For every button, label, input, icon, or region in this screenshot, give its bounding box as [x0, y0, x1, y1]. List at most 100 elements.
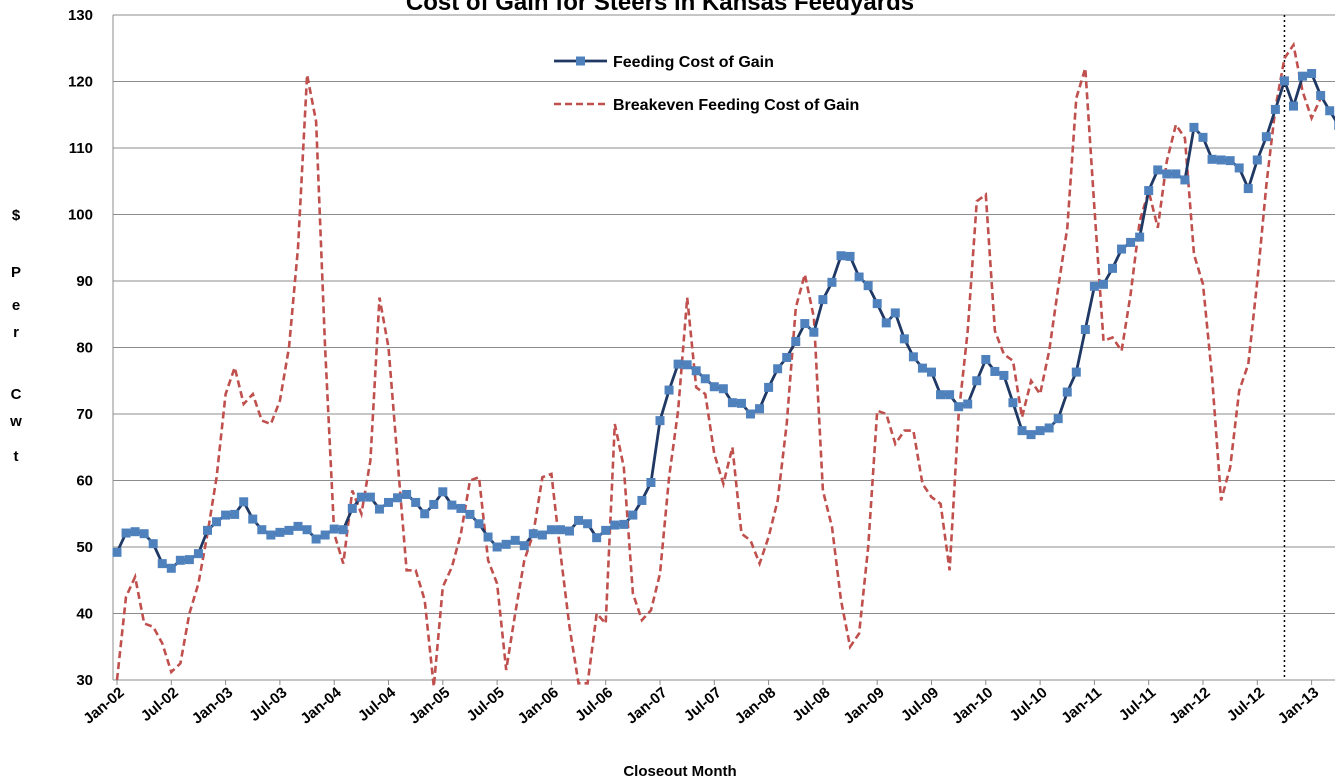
- data-point-feeding-cost-of-gain: [818, 295, 828, 305]
- data-point-feeding-cost-of-gain: [329, 524, 339, 534]
- y-tick-label: 110: [69, 140, 93, 157]
- x-tick-label: Jul-02: [138, 684, 182, 725]
- data-point-feeding-cost-of-gain: [239, 497, 249, 507]
- data-point-feeding-cost-of-gain: [184, 555, 194, 565]
- y-tick-label: 70: [76, 406, 93, 423]
- data-point-feeding-cost-of-gain: [746, 409, 755, 419]
- data-point-feeding-cost-of-gain: [474, 519, 484, 529]
- x-tick-label: Jul-09: [898, 684, 942, 725]
- x-tick-label: Jan-10: [949, 684, 996, 728]
- y-tick-label: 50: [76, 539, 93, 556]
- y-tick-label: 80: [76, 340, 93, 357]
- chart-title: Cost of Gain for Steers in Kansas Feedya…: [406, 0, 914, 16]
- data-point-feeding-cost-of-gain: [465, 509, 475, 519]
- data-point-feeding-cost-of-gain: [420, 509, 430, 519]
- data-point-feeding-cost-of-gain: [121, 528, 131, 538]
- x-tick-label: Jan-05: [406, 684, 453, 728]
- data-point-feeding-cost-of-gain: [483, 532, 493, 542]
- data-point-feeding-cost-of-gain: [1261, 132, 1271, 142]
- y-tick-label: 40: [76, 606, 93, 623]
- data-point-feeding-cost-of-gain: [565, 526, 574, 536]
- data-point-feeding-cost-of-gain: [528, 529, 538, 539]
- data-point-feeding-cost-of-gain: [682, 360, 692, 370]
- data-point-feeding-cost-of-gain: [555, 525, 565, 535]
- data-point-feeding-cost-of-gain: [782, 352, 792, 362]
- x-tick-label: Jul-03: [246, 684, 290, 725]
- y-axis-title-letter: e: [12, 297, 20, 314]
- data-point-feeding-cost-of-gain: [1071, 367, 1081, 377]
- data-point-feeding-cost-of-gain: [700, 374, 710, 384]
- data-point-feeding-cost-of-gain: [927, 367, 936, 377]
- x-tick-label: Jul-12: [1224, 684, 1268, 725]
- data-point-feeding-cost-of-gain: [320, 530, 330, 540]
- x-tick-label: Jul-08: [789, 684, 833, 725]
- data-point-feeding-cost-of-gain: [764, 382, 774, 392]
- data-point-feeding-cost-of-gain: [1307, 69, 1317, 79]
- data-point-feeding-cost-of-gain: [1207, 154, 1217, 164]
- series-line-breakeven-feeding-cost-of-gain: [115, 41, 1322, 687]
- data-point-feeding-cost-of-gain: [139, 529, 149, 539]
- data-point-feeding-cost-of-gain: [130, 527, 140, 537]
- data-point-feeding-cost-of-gain: [899, 334, 909, 344]
- data-point-feeding-cost-of-gain: [583, 519, 593, 529]
- data-point-feeding-cost-of-gain: [592, 533, 602, 543]
- x-axis-title: Closeout Month: [623, 763, 736, 780]
- data-point-feeding-cost-of-gain: [1180, 175, 1190, 185]
- data-point-feeding-cost-of-gain: [981, 354, 991, 364]
- data-point-feeding-cost-of-gain: [863, 281, 873, 291]
- y-axis-title-letter: t: [14, 448, 19, 465]
- data-point-feeding-cost-of-gain: [275, 527, 285, 537]
- data-point-feeding-cost-of-gain: [546, 525, 556, 535]
- x-tick-label: Jan-13: [1275, 684, 1322, 728]
- data-point-feeding-cost-of-gain: [1270, 104, 1280, 114]
- x-tick-label: Jul-07: [681, 684, 725, 725]
- data-point-feeding-cost-of-gain: [881, 318, 891, 328]
- data-point-feeding-cost-of-gain: [193, 549, 203, 559]
- data-point-feeding-cost-of-gain: [1017, 426, 1027, 436]
- data-point-feeding-cost-of-gain: [230, 509, 240, 519]
- y-tick-label: 120: [68, 74, 93, 91]
- data-point-feeding-cost-of-gain: [1098, 279, 1108, 289]
- data-point-feeding-cost-of-gain: [175, 555, 185, 565]
- y-axis-title: $ Per Cw t: [9, 207, 22, 465]
- data-point-feeding-cost-of-gain: [845, 251, 855, 261]
- legend-marker-feeding-cost-of-gain: [576, 56, 585, 66]
- y-tick-label: 100: [68, 207, 93, 224]
- x-tick-label: Jan-07: [623, 684, 670, 728]
- data-point-feeding-cost-of-gain: [302, 525, 312, 535]
- data-point-feeding-cost-of-gain: [1135, 232, 1145, 242]
- data-point-feeding-cost-of-gain: [1198, 132, 1208, 142]
- x-tick-label: Jul-10: [1007, 684, 1051, 725]
- data-point-feeding-cost-of-gain: [1189, 122, 1199, 132]
- y-axis-title-letter: r: [13, 324, 19, 341]
- data-point-feeding-cost-of-gain: [1216, 155, 1226, 165]
- y-tick-label: 90: [76, 273, 93, 290]
- data-point-feeding-cost-of-gain: [854, 272, 864, 282]
- data-point-feeding-cost-of-gain: [872, 299, 882, 309]
- data-point-feeding-cost-of-gain: [1171, 169, 1181, 179]
- data-point-feeding-cost-of-gain: [338, 525, 348, 535]
- data-point-feeding-cost-of-gain: [374, 504, 384, 514]
- data-point-feeding-cost-of-gain: [963, 399, 973, 409]
- data-point-feeding-cost-of-gain: [972, 376, 982, 386]
- y-axis-title-letter: C: [11, 386, 22, 403]
- data-point-feeding-cost-of-gain: [999, 370, 1009, 380]
- y-axis-title-letter: P: [11, 264, 21, 281]
- data-point-feeding-cost-of-gain: [908, 352, 918, 362]
- x-tick-label: Jan-08: [732, 684, 779, 728]
- data-point-feeding-cost-of-gain: [773, 364, 783, 374]
- data-point-feeding-cost-of-gain: [1062, 387, 1072, 397]
- legend: Feeding Cost of Gain Breakeven Feeding Co…: [554, 54, 859, 114]
- data-point-feeding-cost-of-gain: [574, 515, 584, 525]
- data-point-feeding-cost-of-gain: [402, 489, 412, 499]
- y-axis-title-letter: $: [12, 207, 21, 224]
- x-tick-label: Jan-03: [189, 684, 236, 728]
- data-point-feeding-cost-of-gain: [456, 503, 466, 513]
- data-point-feeding-cost-of-gain: [1008, 398, 1018, 408]
- data-point-feeding-cost-of-gain: [1325, 106, 1335, 116]
- data-point-feeding-cost-of-gain: [248, 514, 258, 524]
- data-point-feeding-cost-of-gain: [1234, 163, 1244, 173]
- data-point-feeding-cost-of-gain: [266, 530, 276, 540]
- x-tick-label: Jan-09: [840, 684, 887, 728]
